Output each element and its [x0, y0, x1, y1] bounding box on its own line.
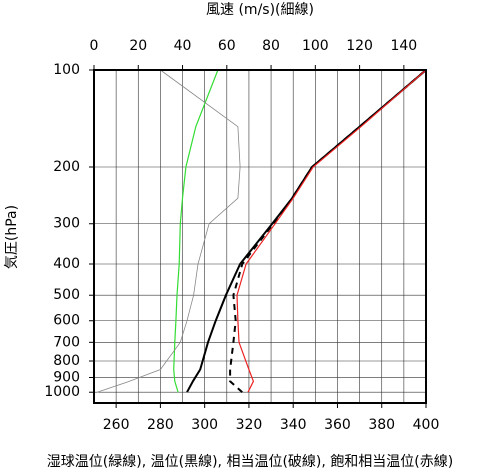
- x2-tick-label: 120: [346, 38, 373, 54]
- y-axis-label: 気圧(hPa): [4, 205, 20, 269]
- x-tick-label: 340: [280, 417, 307, 433]
- x2-tick-label: 80: [262, 38, 280, 54]
- y-tick-label: 800: [53, 353, 80, 369]
- x-tick-label: 380: [368, 417, 395, 433]
- series-line: [173, 69, 219, 393]
- x-tick-label: 400: [413, 417, 440, 433]
- x-tick-label: 280: [147, 417, 174, 433]
- x-tick-label: 300: [191, 417, 218, 433]
- y-tick-label: 600: [53, 313, 80, 329]
- x-axis-label: 湿球温位(緑線), 温位(黒線), 相当温位(破線), 飽和相当温位(赤線): [47, 453, 453, 470]
- x2-tick-label: 140: [390, 38, 417, 54]
- y-tick-label: 300: [53, 216, 80, 232]
- series-line: [96, 69, 241, 393]
- series-line: [186, 69, 427, 393]
- y-tick-label: 1000: [44, 384, 80, 400]
- series-line: [236, 69, 427, 393]
- x-tick-label: 320: [236, 417, 263, 433]
- y-tick-label: 100: [53, 62, 80, 78]
- x2-tick-label: 100: [302, 38, 329, 54]
- x2-tick-label: 40: [174, 38, 192, 54]
- y-tick-label: 500: [53, 287, 80, 303]
- series-line: [229, 69, 427, 393]
- y-tick-label: 700: [53, 334, 80, 350]
- x2-tick-label: 20: [129, 38, 147, 54]
- y-tick-label: 900: [53, 369, 80, 385]
- x-tick-label: 360: [324, 417, 351, 433]
- plot-frame: [93, 69, 427, 404]
- x2-tick-label: 0: [90, 38, 99, 54]
- x2-tick-label: 60: [218, 38, 236, 54]
- y-tick-label: 200: [53, 159, 80, 175]
- chart-title: 風速 (m/s)(細線): [206, 2, 314, 18]
- x-tick-label: 260: [103, 417, 130, 433]
- y-tick-label: 400: [53, 256, 80, 272]
